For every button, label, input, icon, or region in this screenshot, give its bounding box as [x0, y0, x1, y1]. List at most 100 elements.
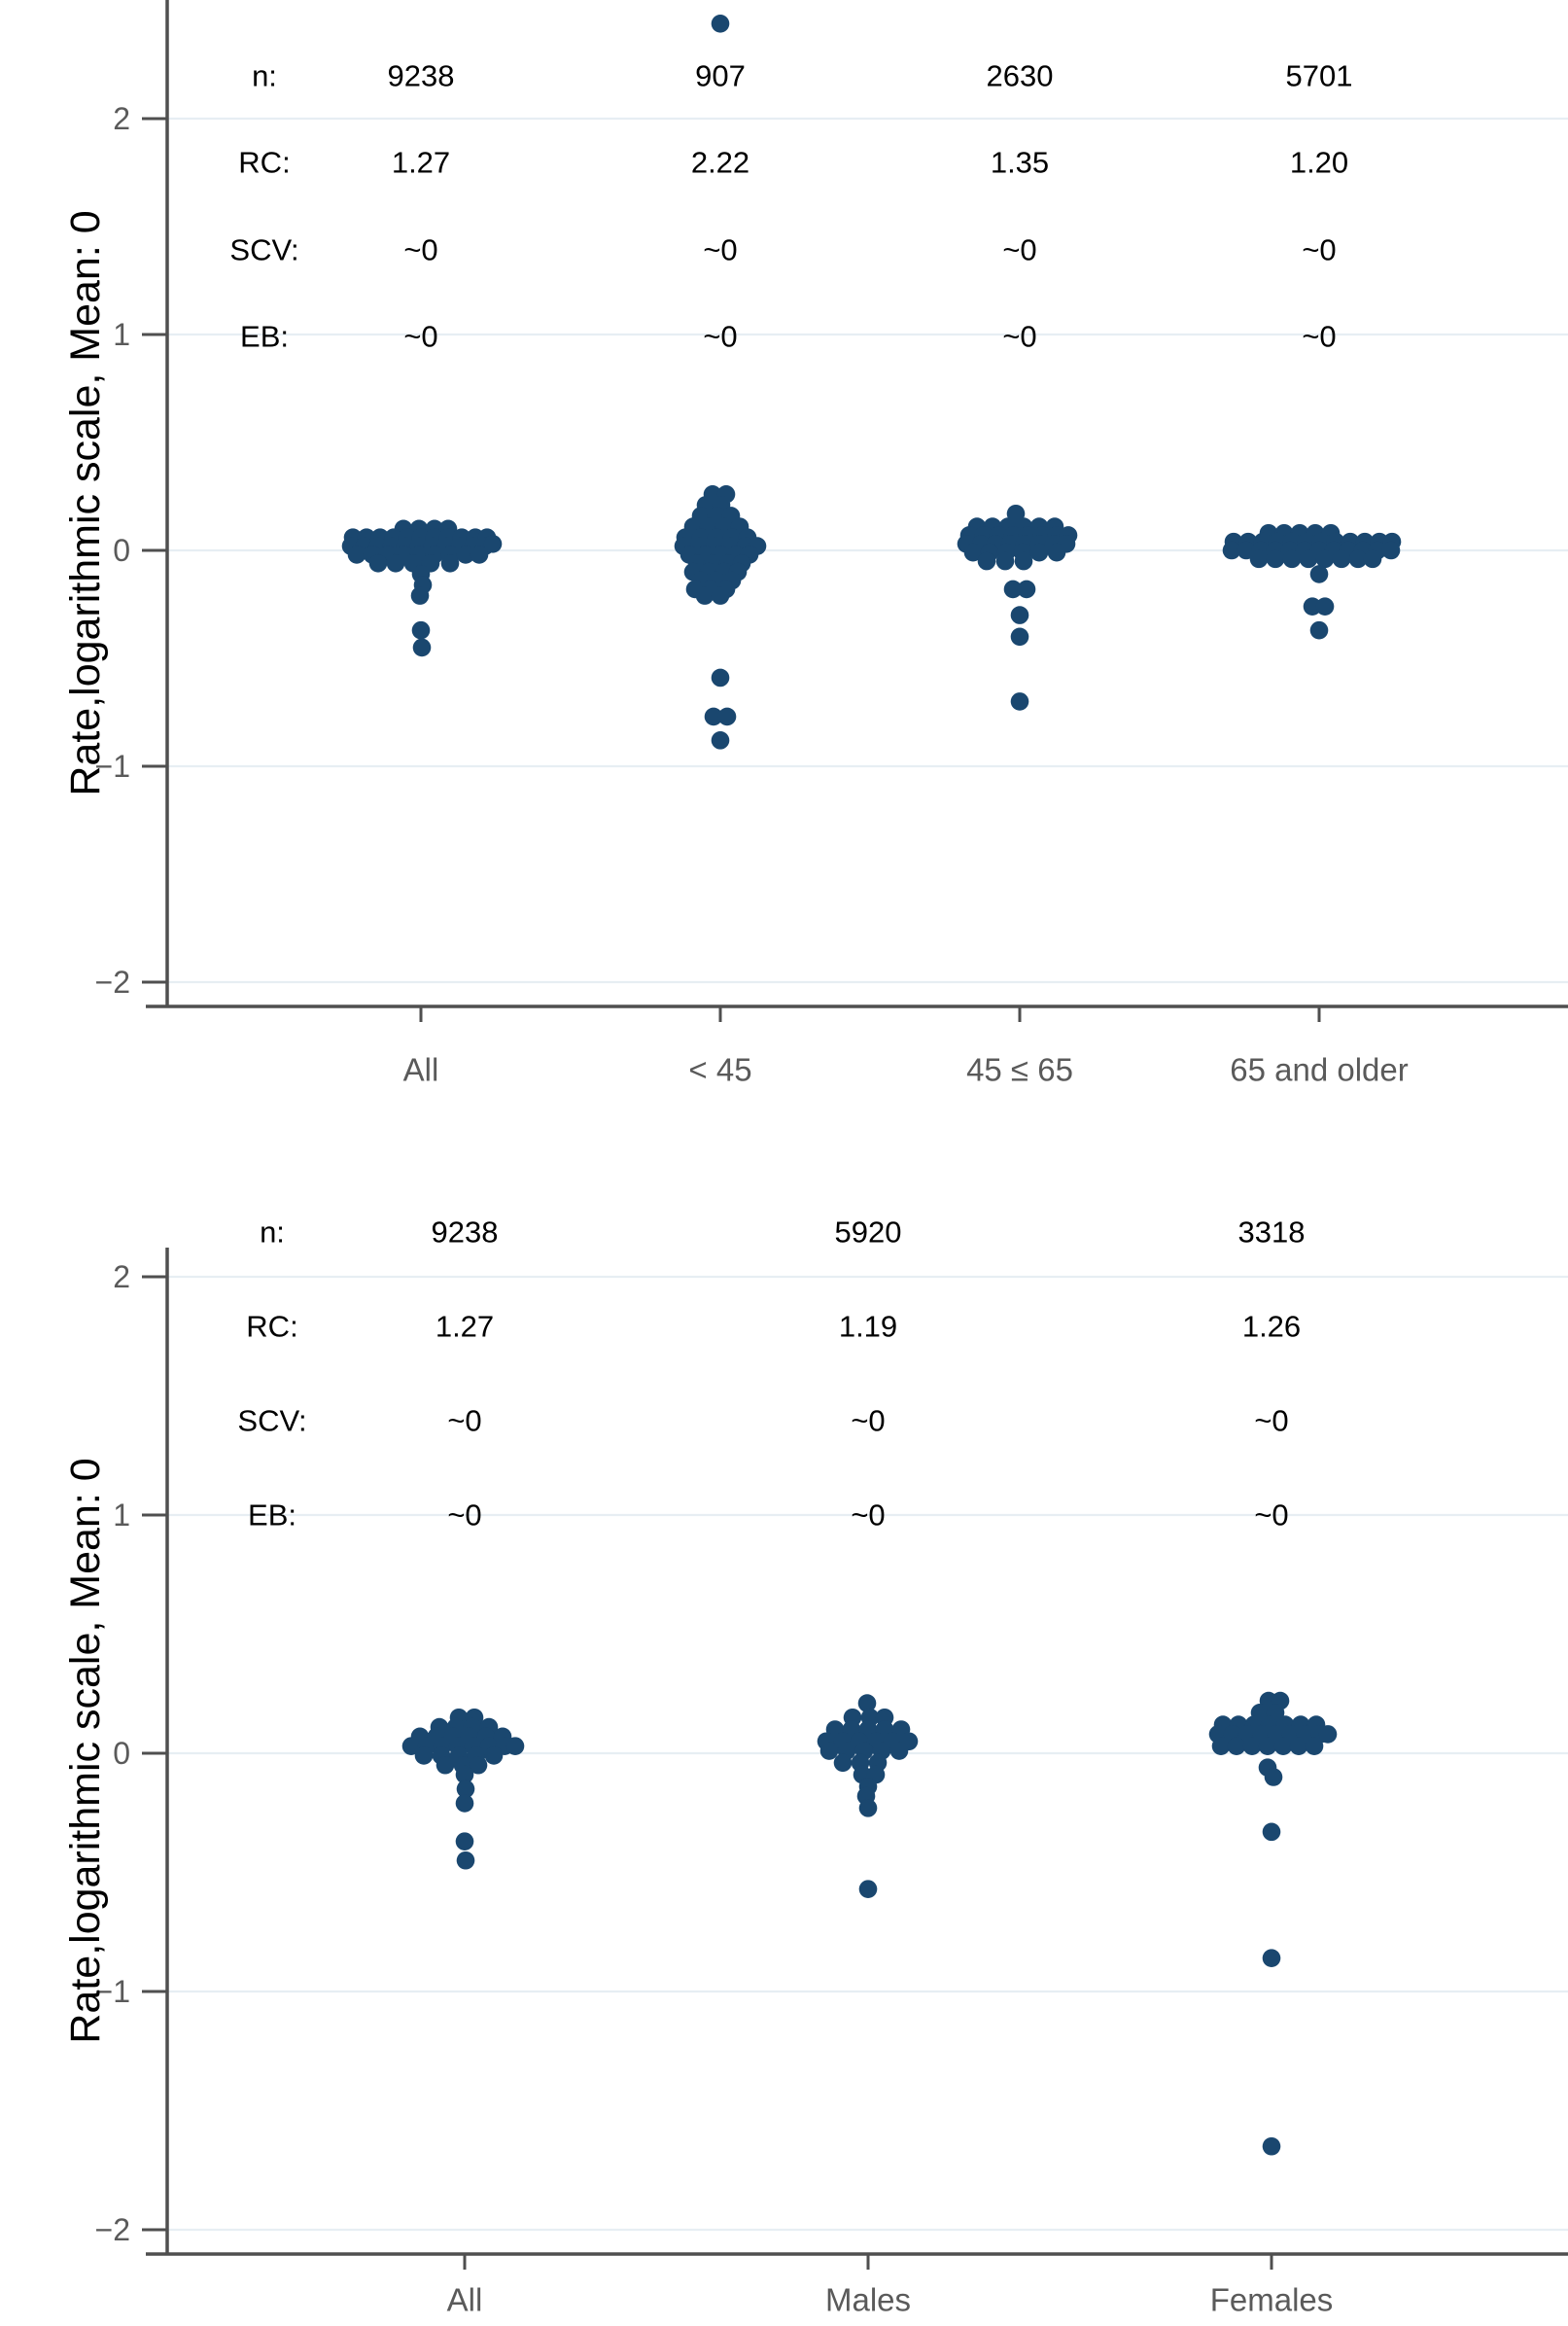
series-all	[341, 519, 503, 657]
data-point	[1299, 549, 1318, 569]
annotation-row-label: RC:	[246, 1310, 297, 1344]
annotation-value: 5701	[1286, 59, 1353, 93]
y-tick-label: 0	[113, 1736, 130, 1771]
data-point	[1348, 549, 1368, 569]
data-point	[1258, 1737, 1277, 1755]
annotation-value: ~0	[1254, 1498, 1288, 1533]
data-point	[1262, 1822, 1281, 1842]
annotation-value: ~0	[703, 233, 737, 267]
data-point	[1227, 1737, 1246, 1755]
annotation-value: ~0	[447, 1404, 481, 1438]
y-tick-label: 0	[113, 533, 130, 568]
data-point	[1309, 565, 1329, 583]
y-tick-label: −2	[95, 2212, 130, 2247]
series-all	[401, 1708, 525, 1870]
panel-by-age-group: 2 1 0 −1 −2 All < 45 45 ≤ 65 65 and older n: 9238 9…	[62, 0, 1568, 1088]
data-point	[401, 1737, 421, 1755]
series-65-and-older	[1222, 523, 1402, 640]
annotation-value: 2630	[987, 59, 1054, 93]
annotation-value: 9238	[432, 1216, 499, 1250]
series-males	[817, 1694, 919, 1898]
category-label: < 45	[688, 1052, 751, 1088]
annotation-value: ~0	[851, 1498, 885, 1533]
category-label: All	[403, 1052, 439, 1088]
annotation-row-label: SCV:	[237, 1404, 306, 1438]
data-point	[858, 1799, 878, 1817]
data-point	[456, 1850, 475, 1870]
data-point	[1264, 1768, 1283, 1786]
y-tick-label: 1	[113, 1498, 130, 1533]
category-label: Females	[1210, 2282, 1334, 2318]
data-point	[833, 1753, 853, 1773]
annotation-value: ~0	[703, 320, 737, 354]
y-axis-title: Rate,logarithmic scale, Mean: 0	[62, 210, 109, 795]
data-point	[414, 1746, 434, 1765]
annotation-value: ~0	[403, 320, 437, 354]
data-point	[1047, 543, 1066, 562]
data-point	[1211, 1737, 1231, 1755]
data-point	[1381, 541, 1401, 560]
category-label: 65 and older	[1230, 1052, 1408, 1088]
annotation-value: 1.27	[392, 146, 450, 180]
data-point	[412, 638, 432, 657]
data-point	[1332, 549, 1351, 569]
annotation-value: 1.27	[436, 1310, 494, 1344]
data-point	[386, 554, 405, 573]
annotation-value: ~0	[1002, 233, 1036, 267]
data-point	[977, 551, 996, 571]
annotation-row-label: EB:	[240, 320, 289, 354]
data-point	[436, 1755, 455, 1775]
data-point	[456, 546, 475, 564]
data-point	[995, 551, 1015, 571]
annotation-value: ~0	[1002, 320, 1036, 354]
data-point	[483, 535, 503, 553]
annotation-value: 3318	[1238, 1216, 1306, 1250]
data-point	[819, 1742, 839, 1760]
data-point	[1309, 620, 1329, 640]
annotation-value: ~0	[851, 1404, 885, 1438]
data-point	[1222, 541, 1241, 560]
annotation-value: 907	[695, 59, 746, 93]
annotation-row-label: RC:	[238, 146, 290, 180]
data-point	[455, 1765, 474, 1784]
category-label: Males	[825, 2282, 911, 2318]
data-point	[857, 1694, 877, 1712]
data-point	[440, 554, 460, 573]
annotation-row-label: EB:	[248, 1498, 296, 1533]
data-point	[368, 554, 388, 573]
data-point	[505, 1737, 525, 1755]
annotation-value: 1.19	[839, 1310, 897, 1344]
data-point	[711, 15, 730, 33]
data-point	[455, 1794, 474, 1813]
annotation-row-label: n:	[260, 1216, 285, 1250]
data-point	[455, 1832, 474, 1850]
data-point	[695, 586, 714, 605]
data-point	[1010, 692, 1029, 711]
annotation-row-label: n:	[252, 59, 277, 93]
data-point	[1282, 549, 1302, 569]
data-point	[1318, 1725, 1338, 1744]
annotation-value: 1.26	[1242, 1310, 1301, 1344]
series-<-45	[674, 15, 767, 750]
data-point	[456, 1780, 475, 1799]
data-point	[1010, 606, 1029, 624]
data-point	[469, 1755, 488, 1775]
data-point	[1242, 1737, 1262, 1755]
category-label: All	[447, 2282, 483, 2318]
data-point	[711, 731, 730, 750]
y-tick-label: 2	[113, 1259, 130, 1294]
y-tick-label: 1	[113, 317, 130, 352]
data-point	[1266, 549, 1285, 569]
data-point	[1237, 541, 1256, 560]
y-tick-label: −2	[95, 965, 130, 1000]
annotation-value: ~0	[447, 1498, 481, 1533]
data-point	[484, 1746, 504, 1765]
data-point	[1303, 597, 1322, 617]
data-point	[1003, 580, 1023, 599]
data-point	[889, 1742, 909, 1760]
data-point	[1249, 549, 1269, 569]
annotation-value: 1.35	[991, 146, 1049, 180]
annotation-row-label: SCV:	[229, 233, 298, 267]
